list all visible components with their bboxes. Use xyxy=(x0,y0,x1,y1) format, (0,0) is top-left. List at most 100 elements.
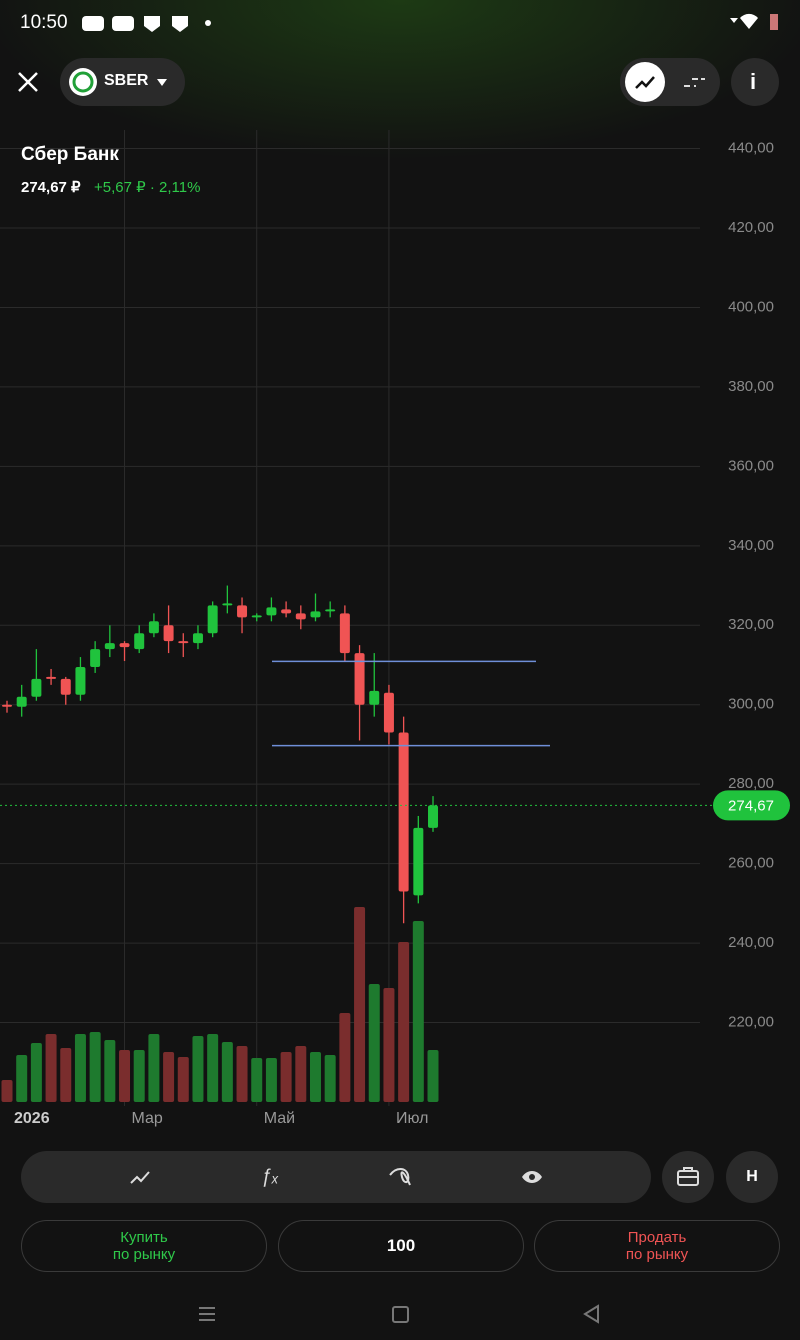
candle-body xyxy=(295,613,306,620)
nav-back[interactable] xyxy=(583,1304,599,1324)
nav-bar xyxy=(199,1304,599,1324)
candle-body xyxy=(266,607,277,616)
candle-body xyxy=(60,678,71,695)
volume-bar xyxy=(427,1050,439,1102)
portfolio-button[interactable] xyxy=(662,1151,714,1203)
volume-bar xyxy=(104,1040,116,1102)
instrument-price: 274,67 ₽ xyxy=(21,179,81,196)
line-mode[interactable] xyxy=(625,62,665,102)
volume-bar xyxy=(398,942,410,1102)
last-price-label: 274,67 xyxy=(728,797,774,814)
volume-bar xyxy=(339,1013,351,1102)
ticker: SBER xyxy=(104,72,149,89)
close-button[interactable] xyxy=(14,68,42,96)
candle-body xyxy=(75,666,86,695)
volume-bar xyxy=(133,1050,145,1102)
y-tick-label: 340,00 xyxy=(728,537,774,554)
volume-bar xyxy=(148,1034,160,1102)
y-tick-label: 240,00 xyxy=(728,934,774,951)
volume-bar xyxy=(207,1034,219,1102)
y-tick-label: 380,00 xyxy=(728,378,774,395)
buy-label: Купить xyxy=(120,1229,168,1246)
y-tick-label: 300,00 xyxy=(728,696,774,713)
candle-body xyxy=(413,827,424,896)
candle-body xyxy=(148,621,159,634)
status-right-icons xyxy=(730,13,778,30)
volume-bar xyxy=(192,1036,204,1102)
candle-body xyxy=(251,615,262,618)
volume-bar xyxy=(163,1052,175,1102)
candle-body xyxy=(2,704,12,707)
volume-bar xyxy=(30,1043,42,1102)
chart-tools: ƒₓ xyxy=(21,1151,651,1203)
candle-body xyxy=(354,653,365,705)
candle-body xyxy=(119,643,130,648)
volume-bar xyxy=(1,1080,13,1102)
y-tick-label: 320,00 xyxy=(728,616,774,633)
chart-mode-switch[interactable] xyxy=(620,58,720,106)
candle-body xyxy=(383,692,394,733)
buy-button[interactable]: Купить по рынку xyxy=(21,1220,267,1272)
y-tick-label: 400,00 xyxy=(728,298,774,315)
ticker-selector[interactable]: SBER xyxy=(60,58,185,106)
volume-bar xyxy=(236,1046,248,1102)
volume-bar xyxy=(16,1055,28,1102)
profile-button[interactable]: H xyxy=(726,1151,778,1203)
status-time: 10:50 xyxy=(20,12,68,33)
nav-menu[interactable] xyxy=(199,1307,215,1321)
candle-body xyxy=(104,643,115,650)
y-tick-label: 260,00 xyxy=(728,855,774,872)
candle-body xyxy=(339,613,350,654)
volume-bar xyxy=(324,1055,336,1102)
y-tick-label: 360,00 xyxy=(728,457,774,474)
candle-mode[interactable] xyxy=(682,74,706,90)
x-tick-label: 2026 xyxy=(14,1110,50,1127)
volume-bar xyxy=(221,1042,233,1102)
volume-bar xyxy=(251,1058,263,1102)
tool-draw[interactable] xyxy=(129,1167,151,1187)
tool-sketch[interactable] xyxy=(387,1165,415,1189)
y-tick-label: 440,00 xyxy=(728,140,774,157)
ticker-logo xyxy=(69,68,97,96)
volume-bar xyxy=(74,1034,86,1102)
volume-bar xyxy=(368,984,380,1102)
candle-body xyxy=(310,611,321,618)
status-icons xyxy=(82,16,211,32)
instrument-change: +5,67 ₽ · 2,11% xyxy=(94,179,201,196)
candle-body xyxy=(178,641,189,644)
candle-body xyxy=(16,696,27,707)
volume-bar xyxy=(89,1032,101,1102)
volume-bar xyxy=(295,1046,307,1102)
last-price-badge xyxy=(713,790,790,821)
volume-bar xyxy=(60,1048,72,1102)
candle-body xyxy=(237,605,248,618)
candle-body xyxy=(325,609,336,612)
tool-indicators[interactable]: ƒₓ xyxy=(261,1166,279,1187)
candle-body xyxy=(222,603,233,606)
sell-label: Продать xyxy=(627,1229,687,1246)
candle-body xyxy=(281,609,292,614)
volume-bar xyxy=(383,988,395,1102)
buy-sublabel: по рынку xyxy=(112,1246,176,1263)
candle-body xyxy=(192,633,203,644)
volume-bar xyxy=(280,1052,292,1102)
volume-bar xyxy=(177,1057,189,1102)
nav-home[interactable] xyxy=(392,1306,409,1323)
sell-button[interactable]: Продать по рынку xyxy=(534,1220,780,1272)
volume-bar xyxy=(412,921,424,1102)
quantity-field[interactable]: 100 xyxy=(278,1220,524,1272)
candle-body xyxy=(428,805,439,828)
volume-bar xyxy=(265,1058,277,1102)
y-tick-label: 420,00 xyxy=(728,219,774,236)
tool-visibility[interactable] xyxy=(521,1169,543,1185)
candle-body xyxy=(31,678,42,697)
volume-bar xyxy=(309,1052,321,1102)
quantity: 100 xyxy=(386,1236,416,1255)
candle-body xyxy=(134,633,145,650)
instrument-name: Сбер Банк xyxy=(21,144,119,165)
info-button[interactable]: i xyxy=(731,58,779,106)
volume-bar xyxy=(45,1034,57,1102)
y-tick-label: 280,00 xyxy=(728,775,774,792)
